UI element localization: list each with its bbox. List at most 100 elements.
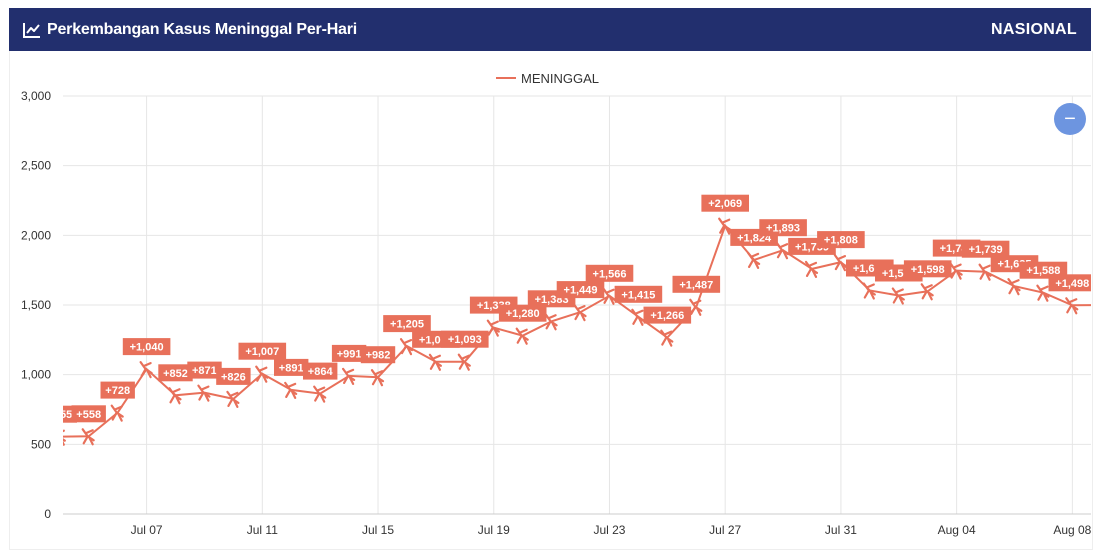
x-tick-label: Jul 31 xyxy=(825,523,857,537)
data-label: +852 xyxy=(158,364,193,382)
marker-shape xyxy=(139,361,153,379)
data-label-box xyxy=(643,306,692,324)
x-tick-label: Jul 19 xyxy=(478,523,510,537)
data-label-box xyxy=(498,304,547,322)
header-title-group: Perkembangan Kasus Meninggal Per-Hari xyxy=(23,21,357,39)
data-label-box xyxy=(303,362,338,380)
data-point-marker xyxy=(631,308,645,326)
y-tick-label: 0 xyxy=(44,507,51,521)
data-label-text: +991 xyxy=(337,348,362,360)
data-label-box xyxy=(360,346,396,364)
marker-shape xyxy=(573,304,587,322)
marker-shape xyxy=(486,319,500,337)
data-label-box xyxy=(158,364,193,382)
data-label-text: +1,808 xyxy=(824,235,858,247)
data-label: +864 xyxy=(303,362,338,380)
data-point-marker xyxy=(862,282,876,300)
data-label-text: +852 xyxy=(163,368,188,380)
chart-panel: 0 500 1,000 1,500 2,000 2,500 3,000 Jul 07 Jul 1… xyxy=(9,51,1093,550)
data-label: +982 xyxy=(360,346,396,364)
data-label-text: +1,498 xyxy=(1055,278,1089,290)
x-tick-label: Jul 11 xyxy=(247,523,278,537)
zoom-out-button[interactable]: − xyxy=(1054,103,1086,135)
data-label-text: +1,093 xyxy=(448,334,482,346)
data-label: +2,069 xyxy=(701,194,749,212)
data-label-text: +1,598 xyxy=(911,264,945,276)
data-point-marker xyxy=(978,263,992,281)
data-label: +1,415 xyxy=(614,285,663,303)
data-label-box xyxy=(71,405,106,423)
data-label-box xyxy=(701,194,749,212)
marker-shape xyxy=(457,353,471,371)
marker-shape xyxy=(226,390,240,408)
zoom-out-icon: − xyxy=(1064,108,1076,130)
marker-shape xyxy=(631,308,645,326)
data-label-box xyxy=(817,231,865,249)
data-label: +1,566 xyxy=(585,264,634,282)
marker-shape xyxy=(1065,297,1079,315)
data-label-box xyxy=(187,361,222,379)
marker-shape xyxy=(949,262,963,280)
data-label: +1,266 xyxy=(643,306,692,324)
marker-shape xyxy=(660,329,674,347)
data-label: +1,808 xyxy=(817,231,865,249)
y-tick-label: 500 xyxy=(31,437,51,451)
data-point-marker xyxy=(139,361,153,379)
data-label-box xyxy=(961,240,1010,258)
marker-shape xyxy=(168,387,182,405)
marker-shape xyxy=(1036,284,1050,302)
marker-shape xyxy=(544,313,558,331)
data-label: +1,205 xyxy=(383,315,431,333)
data-point-marker xyxy=(110,404,124,422)
data-point-marker xyxy=(746,251,761,269)
series-group: +555 +558 +728 +1,040 +852 +871 +826 +1,007+891… xyxy=(63,194,1091,446)
data-label-box xyxy=(383,315,431,333)
data-point-marker xyxy=(255,365,269,383)
data-label: +871 xyxy=(187,361,222,379)
y-tick-label: 2,000 xyxy=(21,228,51,242)
data-point-marker xyxy=(370,369,385,387)
data-label-text: +1,487 xyxy=(679,279,713,291)
data-label-text: +1,280 xyxy=(506,308,540,320)
data-label-text: +864 xyxy=(308,366,334,378)
x-tick-label: Aug 04 xyxy=(938,523,976,537)
data-label-text: +1,739 xyxy=(969,244,1003,256)
data-label-text: +1,415 xyxy=(621,289,655,301)
data-label-text: +1,266 xyxy=(650,310,684,322)
data-label-box xyxy=(903,260,952,278)
x-tick-label: Jul 23 xyxy=(593,523,625,537)
data-label-text: +1,040 xyxy=(130,342,164,354)
data-label-text: +1,893 xyxy=(766,223,800,235)
data-point-marker xyxy=(197,384,211,402)
marker-shape xyxy=(920,283,934,301)
y-tick-label: 1,500 xyxy=(21,298,51,312)
marker-shape xyxy=(804,260,819,278)
marker-shape xyxy=(515,327,529,345)
data-point-marker xyxy=(81,428,95,446)
data-point-marker xyxy=(226,390,240,408)
data-point-marker xyxy=(660,329,674,347)
data-point-marker xyxy=(1065,297,1079,315)
data-label: +891 xyxy=(274,358,309,376)
marker-shape xyxy=(833,254,848,272)
data-label-text: +891 xyxy=(279,362,304,374)
data-point-marker xyxy=(544,313,558,331)
data-label: +1,498 xyxy=(1048,274,1091,292)
data-label-box xyxy=(441,330,489,348)
data-point-marker xyxy=(284,381,298,399)
marker-shape xyxy=(110,404,124,422)
data-label-text: +1,588 xyxy=(1026,265,1060,277)
marker-shape xyxy=(428,353,442,371)
marker-shape xyxy=(689,298,703,316)
marker-shape xyxy=(602,287,616,305)
data-label: +558 xyxy=(71,405,106,423)
data-label-box xyxy=(1048,274,1091,292)
data-label-box xyxy=(556,281,605,299)
marker-shape xyxy=(1007,278,1021,296)
marker-shape xyxy=(197,384,211,402)
data-label-box xyxy=(216,367,251,385)
data-label-box xyxy=(614,285,663,303)
data-label-box xyxy=(238,342,287,360)
data-point-marker xyxy=(804,260,819,278)
data-label: +826 xyxy=(216,367,251,385)
